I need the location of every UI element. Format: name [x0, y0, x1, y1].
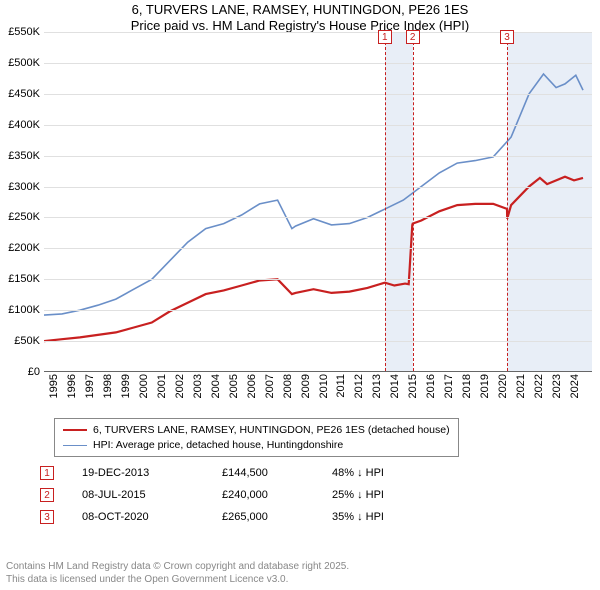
x-tick-label: 2012 [353, 374, 365, 398]
gridline [44, 63, 592, 64]
event-marker: 1 [378, 30, 392, 44]
chart-lines [44, 32, 592, 372]
x-tick-label: 2024 [569, 374, 581, 398]
x-tick-label: 1995 [48, 374, 60, 398]
y-tick-label: £100K [0, 304, 40, 316]
x-tick-label: 2020 [497, 374, 509, 398]
x-tick-label: 2011 [335, 374, 347, 398]
event-pct: 48% ↓ HPI [332, 467, 452, 479]
x-tick-label: 2023 [551, 374, 563, 398]
x-tick-label: 2010 [318, 374, 330, 398]
x-tick-label: 2016 [425, 374, 437, 398]
x-tick-label: 2008 [282, 374, 294, 398]
x-tick-label: 2007 [264, 374, 276, 398]
x-tick-label: 2003 [192, 374, 204, 398]
event-date: 08-JUL-2015 [82, 489, 222, 501]
x-tick-label: 2002 [174, 374, 186, 398]
chart-title: 6, TURVERS LANE, RAMSEY, HUNTINGDON, PE2… [0, 0, 600, 33]
gridline [44, 125, 592, 126]
x-tick-label: 2018 [461, 374, 473, 398]
y-tick-label: £200K [0, 242, 40, 254]
x-axis: 1995 1996 1997 1998 1999 2000 2001 2002 2003 2004… [44, 374, 592, 412]
gridline [44, 217, 592, 218]
gridline [44, 279, 592, 280]
y-tick-label: £250K [0, 211, 40, 223]
event-row: 3 08-OCT-2020£265,00035% ↓ HPI [40, 506, 452, 528]
legend: 6, TURVERS LANE, RAMSEY, HUNTINGDON, PE2… [54, 418, 459, 457]
footer-line-2: This data is licensed under the Open Gov… [6, 573, 349, 586]
x-tick-label: 2009 [300, 374, 312, 398]
event-vline [385, 32, 386, 371]
x-tick-label: 2015 [407, 374, 419, 398]
event-pct: 25% ↓ HPI [332, 489, 452, 501]
x-tick-label: 2013 [371, 374, 383, 398]
x-tick-label: 2001 [156, 374, 168, 398]
y-tick-label: £150K [0, 273, 40, 285]
event-price: £240,000 [222, 489, 332, 501]
event-row: 1 19-DEC-2013£144,50048% ↓ HPI [40, 462, 452, 484]
legend-item: 6, TURVERS LANE, RAMSEY, HUNTINGDON, PE2… [63, 423, 450, 438]
legend-swatch [63, 445, 87, 446]
x-tick-label: 1999 [120, 374, 132, 398]
legend-item: HPI: Average price, detached house, Hunt… [63, 438, 450, 453]
legend-label: HPI: Average price, detached house, Hunt… [93, 438, 343, 453]
event-number: 3 [40, 510, 54, 524]
x-tick-label: 2014 [389, 374, 401, 398]
event-number: 1 [40, 466, 54, 480]
event-vline [507, 32, 508, 371]
footer: Contains HM Land Registry data © Crown c… [6, 560, 349, 586]
gridline [44, 187, 592, 188]
x-tick-label: 1998 [102, 374, 114, 398]
y-tick-label: £0 [0, 366, 40, 378]
event-table: 1 19-DEC-2013£144,50048% ↓ HPI 2 08-JUL-201… [40, 462, 452, 528]
y-tick-label: £400K [0, 119, 40, 131]
chart-area: £0 £50K £100K £150K £200K £250K £300K £350K £400… [0, 32, 600, 412]
footer-line-1: Contains HM Land Registry data © Crown c… [6, 560, 349, 573]
event-date: 19-DEC-2013 [82, 467, 222, 479]
y-tick-label: £500K [0, 57, 40, 69]
gridline [44, 310, 592, 311]
event-price: £265,000 [222, 511, 332, 523]
event-vline [413, 32, 414, 371]
event-pct: 35% ↓ HPI [332, 511, 452, 523]
x-tick-label: 1997 [84, 374, 96, 398]
event-price: £144,500 [222, 467, 332, 479]
plot-area: 12 3 [44, 32, 592, 372]
y-tick-label: £450K [0, 88, 40, 100]
series-line [44, 177, 583, 341]
y-tick-label: £300K [0, 181, 40, 193]
x-tick-label: 2022 [533, 374, 545, 398]
event-marker: 3 [500, 30, 514, 44]
event-number: 2 [40, 488, 54, 502]
legend-label: 6, TURVERS LANE, RAMSEY, HUNTINGDON, PE2… [93, 423, 450, 438]
y-tick-label: £350K [0, 150, 40, 162]
gridline [44, 94, 592, 95]
gridline [44, 341, 592, 342]
gridline [44, 156, 592, 157]
y-axis: £0£50K£100K£150K£200K£250K£300K£350K£400… [0, 32, 42, 372]
x-tick-label: 2004 [210, 374, 222, 398]
x-tick-label: 1996 [66, 374, 78, 398]
x-tick-label: 2017 [443, 374, 455, 398]
gridline [44, 248, 592, 249]
y-tick-label: £50K [0, 335, 40, 347]
x-tick-label: 2019 [479, 374, 491, 398]
y-tick-label: £550K [0, 26, 40, 38]
event-marker: 2 [406, 30, 420, 44]
chart-container: 6, TURVERS LANE, RAMSEY, HUNTINGDON, PE2… [0, 0, 600, 590]
x-tick-label: 2005 [228, 374, 240, 398]
x-tick-label: 2000 [138, 374, 150, 398]
event-row: 2 08-JUL-2015£240,00025% ↓ HPI [40, 484, 452, 506]
x-tick-label: 2021 [515, 374, 527, 398]
x-tick-label: 2006 [246, 374, 258, 398]
title-line-1: 6, TURVERS LANE, RAMSEY, HUNTINGDON, PE2… [0, 2, 600, 18]
event-date: 08-OCT-2020 [82, 511, 222, 523]
legend-swatch [63, 429, 87, 431]
